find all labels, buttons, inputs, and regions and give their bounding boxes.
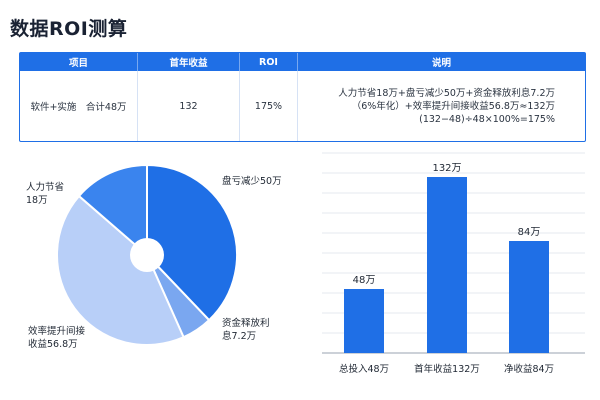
bar bbox=[427, 177, 467, 353]
bar-value-label: 48万 bbox=[353, 275, 376, 286]
bar bbox=[344, 289, 384, 353]
bar-value-label: 132万 bbox=[432, 163, 461, 174]
pie-slice-label: 效率提升间接收益56.8万 bbox=[28, 325, 86, 350]
bar-category-label: 净收益84万 bbox=[504, 363, 554, 375]
page-title: 数据ROI测算 bbox=[10, 18, 128, 40]
cell-item: 软件+实施 合计48万 bbox=[20, 71, 138, 141]
pie-slice bbox=[146, 163, 238, 322]
table-header-row: 项目 首年收益 ROI 说明 bbox=[20, 53, 585, 71]
pie-slice-label: 盘亏减少50万 bbox=[222, 175, 282, 187]
bar-category-label: 首年收益132万 bbox=[414, 363, 480, 375]
pie-slice bbox=[77, 163, 148, 258]
description-line: （6%年化）+效率提升间接收益56.8万≈132万 bbox=[351, 100, 555, 112]
pie-center-hole bbox=[130, 238, 164, 272]
header-item: 项目 bbox=[20, 53, 138, 71]
cell-roi: 175% bbox=[240, 71, 298, 141]
header-description: 说明 bbox=[431, 58, 451, 69]
table-row: 软件+实施 合计48万 132 175% 人力节省18万+盘亏减少50万+资金释… bbox=[20, 71, 585, 141]
bar-value-label: 84万 bbox=[518, 227, 541, 238]
pie-slice-label: 人力节省 18万 bbox=[26, 181, 64, 206]
description-line: (132−48)÷48×100%=175% bbox=[419, 113, 555, 125]
bar bbox=[509, 241, 549, 353]
header-first-year: 首年收益 bbox=[138, 53, 240, 71]
roi-table: 项目 首年收益 ROI 说明 软件+实施 合计48万 132 175% 人力节省… bbox=[19, 52, 586, 142]
pie-slice bbox=[56, 194, 185, 346]
pie-slice-label: 资金释放利 息7.2万 bbox=[222, 317, 273, 342]
description-line: 人力节省18万+盘亏减少50万+资金释放利息7.2万 bbox=[338, 87, 555, 99]
cell-first-year: 132 bbox=[138, 71, 240, 141]
header-roi: ROI bbox=[240, 53, 298, 71]
cell-description: 人力节省18万+盘亏减少50万+资金释放利息7.2万 （6%年化）+效率提升间接… bbox=[298, 71, 585, 141]
bar-category-label: 总投入48万 bbox=[339, 363, 389, 375]
